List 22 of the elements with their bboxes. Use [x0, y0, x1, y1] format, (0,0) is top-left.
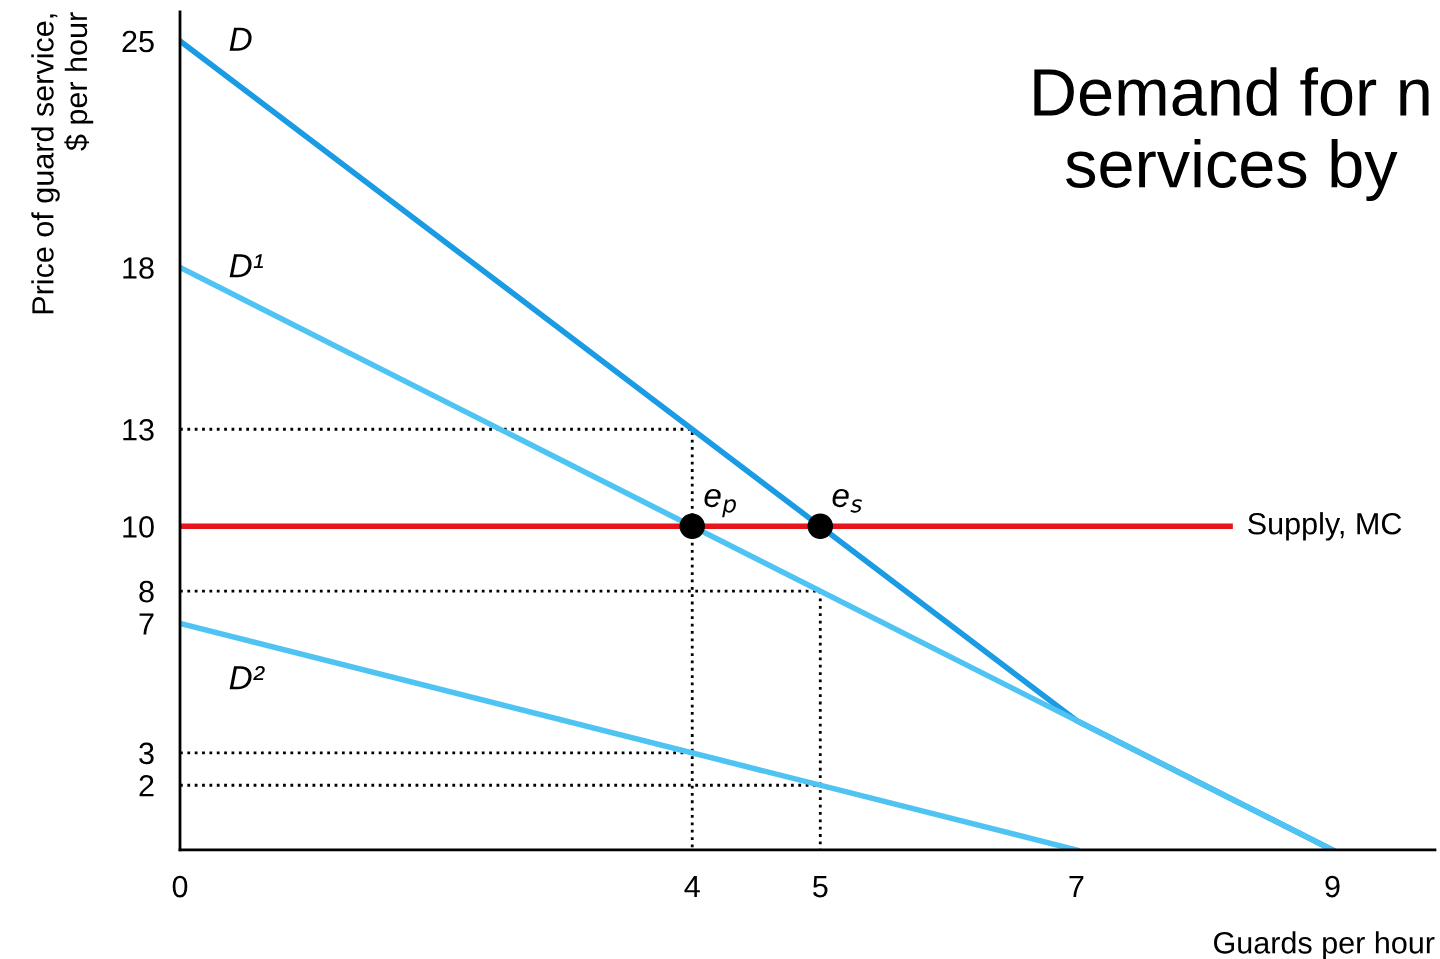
y-axis-title: Price of guard service, $ per hour: [31, 12, 94, 314]
x-tick-label: 9: [1325, 875, 1340, 898]
y-tick-label: 13: [123, 419, 154, 441]
x-tick-label: 5: [813, 876, 828, 898]
series-label: D: [229, 27, 252, 51]
x-tick-label: 0: [172, 875, 188, 898]
series-label: D²: [229, 666, 265, 690]
series-label: Supply, MC: [1248, 512, 1402, 541]
y-tick-label: 10: [123, 516, 154, 538]
y-tick-label: 7: [139, 613, 154, 635]
annotation: e$_{p}$: [704, 488, 736, 518]
y-tick-label: 8: [139, 580, 154, 603]
y-tick-label: 18: [123, 257, 154, 279]
y-tick-label: 3: [139, 742, 154, 765]
y-tick-label: 25: [122, 30, 154, 53]
text: Demand for n services by: [1034, 67, 1429, 202]
x-axis-title: Guards per hour: [1214, 931, 1435, 959]
annotation: e$_{s}$: [832, 488, 862, 513]
series-label: D¹: [229, 254, 264, 278]
x-tick-label: 4: [684, 876, 700, 898]
x-tick-label: 7: [1069, 876, 1084, 898]
y-tick-label: 2: [139, 774, 154, 797]
